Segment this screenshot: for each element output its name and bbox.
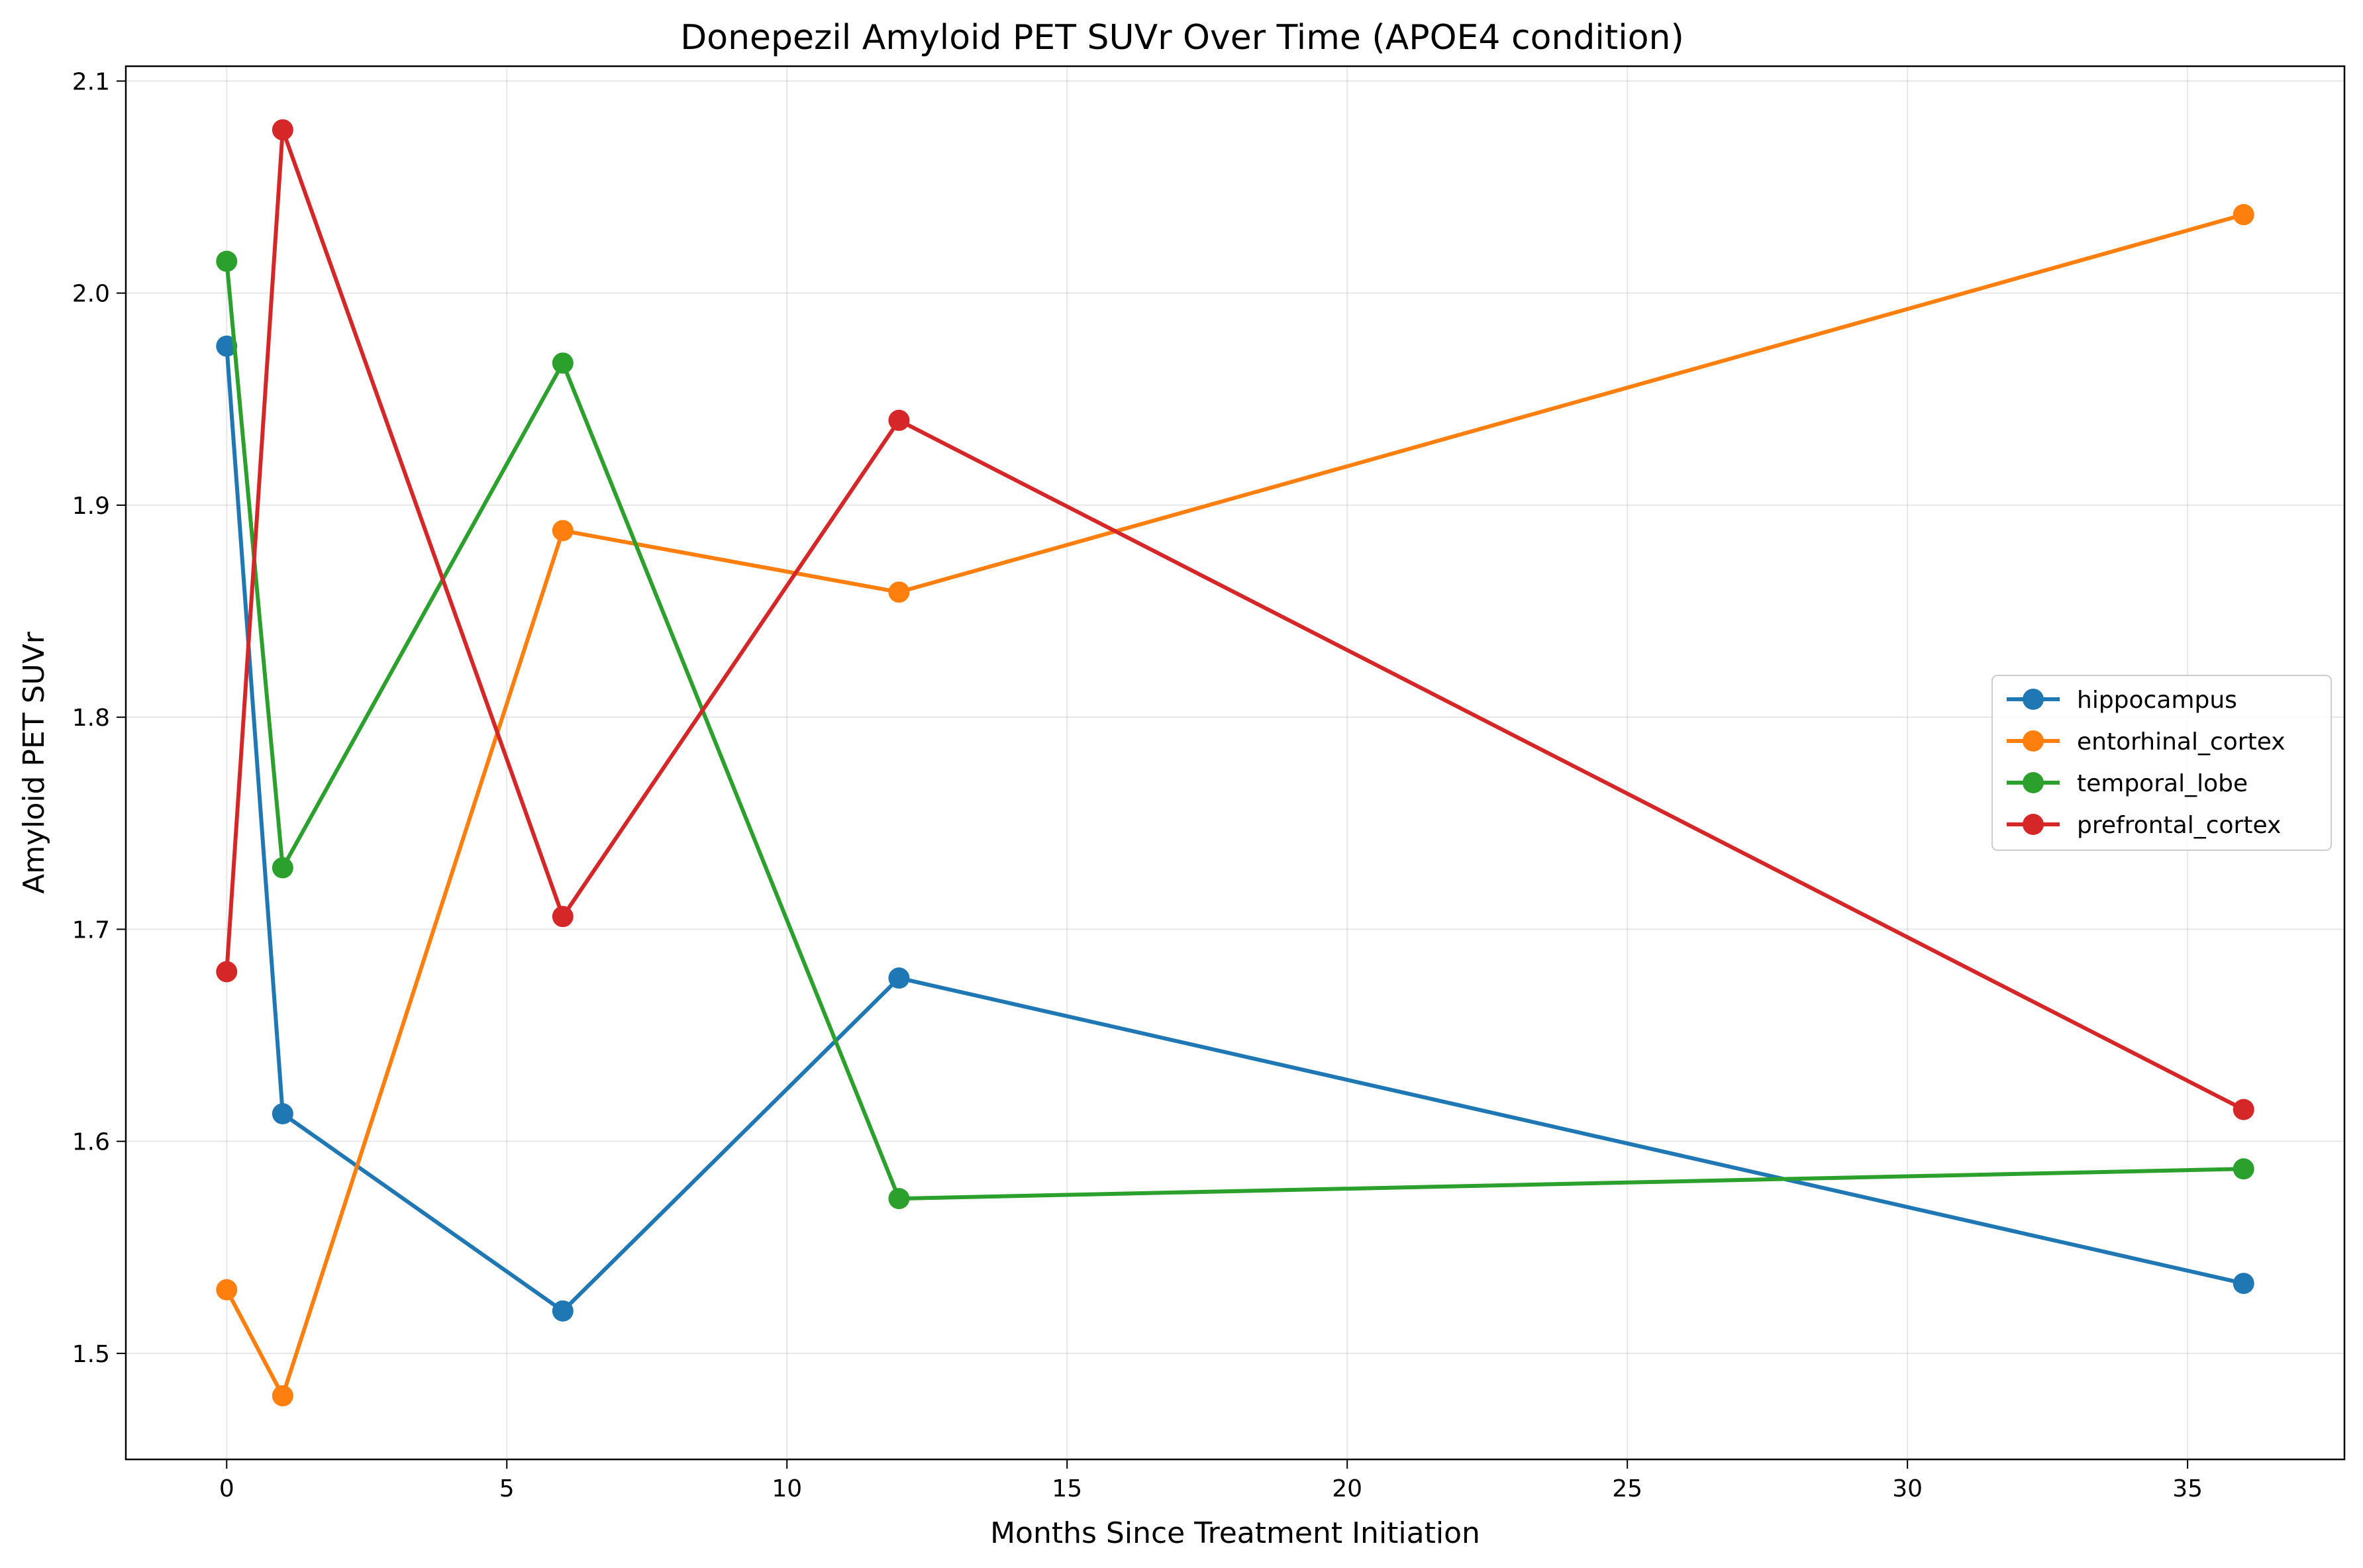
data-point-hippocampus xyxy=(2233,1273,2254,1295)
y-tick-label: 1.6 xyxy=(72,1129,110,1156)
x-tick-label: 25 xyxy=(1612,1475,1642,1502)
data-point-temporal_lobe xyxy=(552,352,574,374)
x-tick-label: 15 xyxy=(1052,1475,1082,1502)
y-tick-label: 2.1 xyxy=(72,68,110,95)
data-point-hippocampus xyxy=(272,1103,293,1125)
data-point-temporal_lobe xyxy=(272,857,293,879)
x-tick-label: 5 xyxy=(499,1475,515,1502)
series-line-entorhinal_cortex xyxy=(225,213,2244,1398)
x-tick-label: 35 xyxy=(2172,1475,2203,1502)
y-tick-label: 1.8 xyxy=(72,705,110,732)
x-tick-label: 10 xyxy=(772,1475,802,1502)
y-tick-label: 1.5 xyxy=(72,1341,110,1368)
legend-item: entorhinal_cortex xyxy=(2007,728,2286,756)
x-axis-label: Months Since Treatment Initiation xyxy=(990,1516,1480,1550)
legend-item: hippocampus xyxy=(2007,687,2237,714)
grid xyxy=(126,66,2344,1459)
data-point-hippocampus xyxy=(552,1300,574,1322)
legend-swatch-marker xyxy=(2023,814,2044,835)
data-point-prefrontal_cortex xyxy=(552,906,574,928)
legend-item: temporal_lobe xyxy=(2007,770,2248,797)
series-hippocampus xyxy=(216,335,2254,1322)
legend-swatch-marker xyxy=(2023,730,2044,752)
data-point-entorhinal_cortex xyxy=(272,1385,293,1406)
y-tick-label: 1.7 xyxy=(72,916,110,944)
y-axis-label: Amyloid PET SUVr xyxy=(17,631,51,894)
y-tick-label: 1.9 xyxy=(72,493,110,520)
legend-label: hippocampus xyxy=(2077,687,2237,714)
data-point-entorhinal_cortex xyxy=(2233,204,2254,226)
y-axis-ticks: 1.5 1.6 1.7 1.8 1.9 2.0 2.1 xyxy=(72,68,126,1368)
series-group xyxy=(216,119,2254,1406)
data-point-prefrontal_cortex xyxy=(272,119,293,141)
x-tick-label: 30 xyxy=(1892,1475,1923,1502)
data-point-entorhinal_cortex xyxy=(216,1279,238,1300)
legend-label: prefrontal_cortex xyxy=(2077,812,2281,839)
series-line-hippocampus xyxy=(225,346,2244,1313)
x-tick-label: 0 xyxy=(219,1475,234,1502)
data-point-prefrontal_cortex xyxy=(888,409,910,431)
data-point-temporal_lobe xyxy=(216,250,238,272)
data-point-hippocampus xyxy=(216,335,238,357)
legend-swatch-marker xyxy=(2023,689,2044,710)
y-tick-label: 2.0 xyxy=(72,281,110,308)
series-prefrontal_cortex xyxy=(216,119,2254,1120)
data-point-entorhinal_cortex xyxy=(552,520,574,542)
legend-label: temporal_lobe xyxy=(2077,770,2248,797)
data-point-entorhinal_cortex xyxy=(888,581,910,603)
legend-item: prefrontal_cortex xyxy=(2007,812,2281,839)
x-axis-ticks: 0 5 10 15 20 25 30 35 xyxy=(219,1459,2203,1502)
legend-box xyxy=(1991,675,2332,851)
data-point-prefrontal_cortex xyxy=(216,961,238,983)
series-entorhinal_cortex xyxy=(216,204,2254,1406)
series-line-temporal_lobe xyxy=(225,261,2244,1201)
chart-title: Donepezil Amyloid PET SUVr Over Time (AP… xyxy=(680,18,1684,58)
legend-swatch-marker xyxy=(2023,772,2044,793)
data-point-prefrontal_cortex xyxy=(2233,1099,2254,1120)
legend-label: entorhinal_cortex xyxy=(2077,728,2286,756)
data-point-hippocampus xyxy=(888,967,910,989)
data-point-temporal_lobe xyxy=(2233,1158,2254,1180)
plot-frame xyxy=(125,65,2346,1461)
legend: hippocampus entorhinal_cortex temporal_lob… xyxy=(1991,675,2332,851)
data-point-temporal_lobe xyxy=(888,1188,910,1210)
series-line-prefrontal_cortex xyxy=(225,128,2245,1112)
series-temporal_lobe xyxy=(216,250,2254,1210)
x-tick-label: 20 xyxy=(1332,1475,1362,1502)
